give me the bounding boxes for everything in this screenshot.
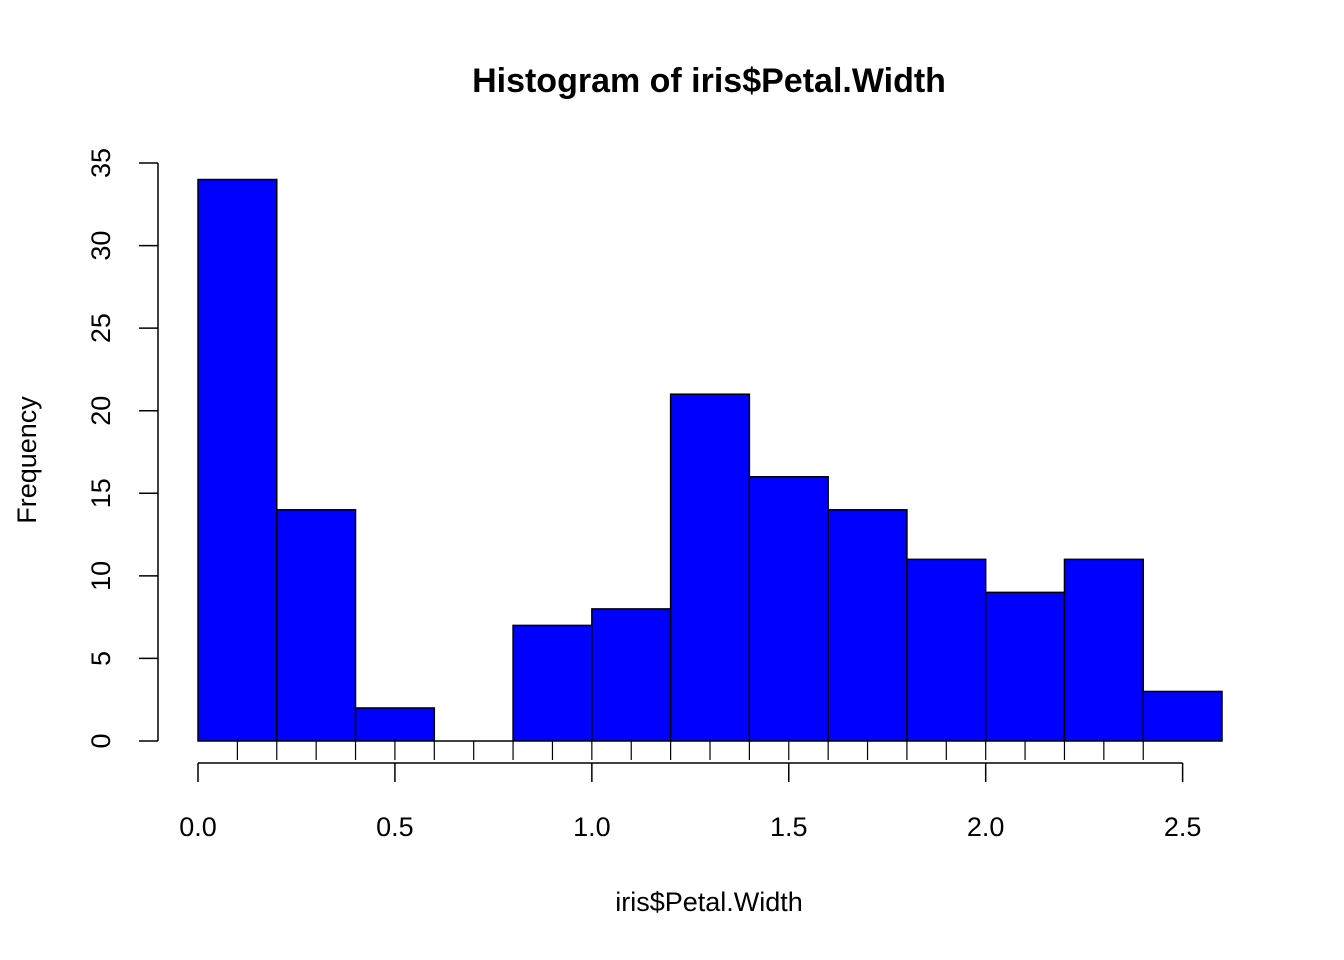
histogram-bars bbox=[197, 178, 1223, 742]
x-tick-label: 1.5 bbox=[770, 812, 808, 842]
y-tick-label: 30 bbox=[86, 231, 116, 261]
histogram-bar bbox=[591, 608, 672, 742]
y-tick-label: 0 bbox=[86, 733, 116, 748]
histogram-bar bbox=[827, 509, 908, 742]
histogram-bar bbox=[906, 558, 987, 742]
y-axis-title: Frequency bbox=[12, 396, 42, 524]
x-axis-title: iris$Petal.Width bbox=[615, 887, 803, 917]
x-tick-label: 2.5 bbox=[1164, 812, 1202, 842]
y-tick-label: 35 bbox=[86, 148, 116, 178]
histogram-bar bbox=[354, 707, 436, 742]
x-tick-label: 1.0 bbox=[573, 812, 611, 842]
y-tick-label: 10 bbox=[86, 561, 116, 591]
x-tick-label: 2.0 bbox=[967, 812, 1005, 842]
x-tick-label: 0.5 bbox=[376, 812, 414, 842]
histogram-bar bbox=[669, 393, 751, 742]
histogram-bar bbox=[197, 178, 278, 742]
y-tick-label: 5 bbox=[86, 651, 116, 666]
y-axis: 0 5 10 15 20 25 30 35 bbox=[86, 148, 159, 749]
x-tick-label: 0.0 bbox=[179, 812, 217, 842]
histogram-bar bbox=[984, 591, 1066, 742]
chart-title: Histogram of iris$Petal.Width bbox=[472, 62, 946, 100]
histogram-bar bbox=[512, 624, 593, 742]
y-tick-label: 20 bbox=[86, 396, 116, 426]
histogram-bar bbox=[748, 476, 829, 742]
y-tick-label: 25 bbox=[86, 313, 116, 343]
histogram-bar bbox=[276, 509, 357, 742]
histogram-bar bbox=[1063, 558, 1144, 742]
rug-marks bbox=[236, 741, 1144, 760]
y-tick-label: 15 bbox=[86, 478, 116, 508]
histogram-bar bbox=[1142, 690, 1223, 742]
x-axis: 0.0 0.5 1.0 1.5 2.0 2.5 bbox=[179, 762, 1202, 842]
